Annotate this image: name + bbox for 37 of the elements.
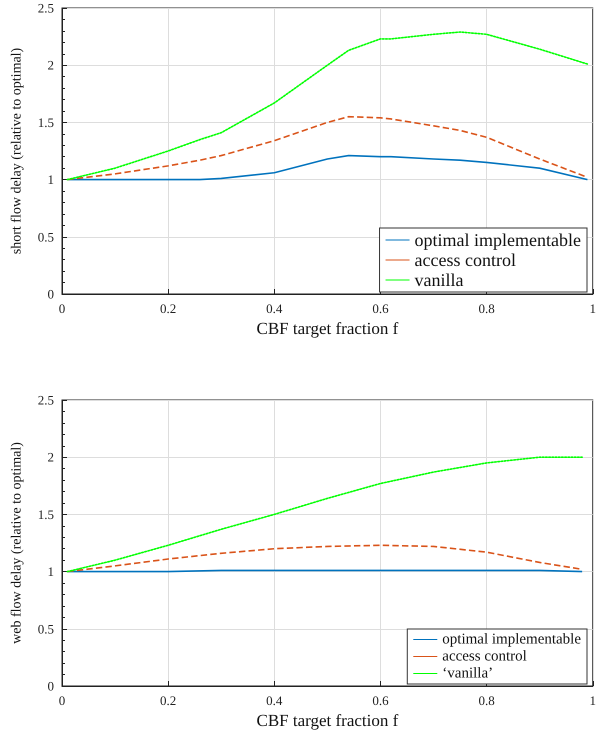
x-tick-label: 0.2	[160, 301, 176, 316]
line-series	[66, 154, 588, 180]
y-tick-label: 0	[48, 286, 54, 302]
x-tick-label: 1	[590, 693, 596, 708]
x-tick-label: 0.8	[478, 693, 495, 708]
y-tick-label: 0	[48, 678, 54, 694]
line-series	[66, 456, 583, 572]
legend-label: access control	[414, 250, 516, 270]
legend-label: access control	[442, 648, 527, 664]
y-tick-label: 2.5	[38, 392, 54, 408]
x-tick-label: 0.8	[478, 301, 495, 316]
y-tick-label: 1.5	[38, 506, 54, 522]
y-axis-title: short flow delay (relative to optimal)	[10, 47, 24, 254]
y-tick-label: 2	[48, 58, 54, 73]
y-tick-label: 2.5	[38, 0, 54, 16]
x-tick-label: 0.6	[372, 693, 390, 708]
y-tick-label: 1	[48, 564, 54, 580]
y-tick-label: 0.5	[38, 229, 54, 244]
legend-label: vanilla	[414, 270, 464, 290]
y-tick-label: 1.5	[38, 114, 54, 130]
y-tick-label: 2	[48, 450, 54, 465]
y-axis-title: web flow delay (relative to optimal)	[10, 442, 24, 644]
legend-label: ‘vanilla’	[442, 666, 494, 682]
x-tick-label: 0	[58, 693, 66, 708]
line-series	[66, 31, 588, 180]
x-tick-label: 0.4	[266, 693, 283, 708]
x-tick-label: 0.6	[372, 301, 390, 316]
legend-label: optimal implementable	[442, 632, 582, 648]
x-tick-label: 0	[58, 301, 66, 316]
y-tick-label: 0.5	[38, 621, 54, 636]
x-tick-label: 0.2	[160, 693, 176, 708]
x-axis-title: CBF target fraction f	[256, 319, 399, 338]
x-tick-label: 1	[590, 301, 596, 316]
legend-label: optimal implementable	[414, 230, 582, 250]
x-axis-title: CBF target fraction f	[256, 711, 399, 730]
y-tick-label: 1	[48, 172, 54, 188]
x-tick-label: 0.4	[266, 301, 283, 316]
